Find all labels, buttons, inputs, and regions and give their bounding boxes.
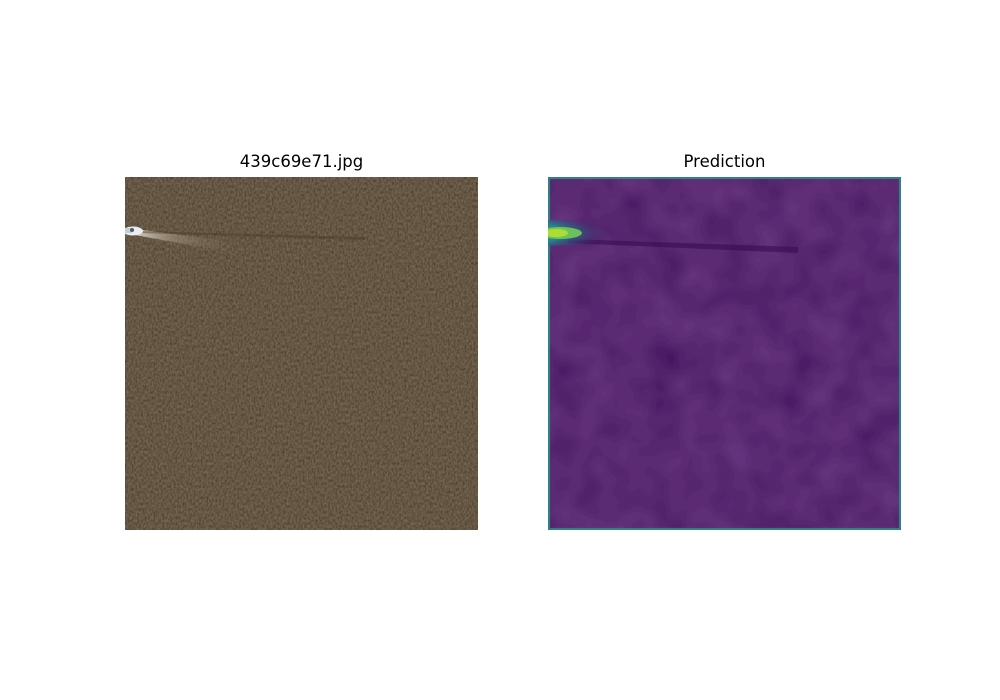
vessel xyxy=(125,226,143,236)
heatmap-edge xyxy=(548,177,901,530)
prediction-title: Prediction xyxy=(683,152,766,171)
water-surface xyxy=(125,177,478,530)
vessel-wake xyxy=(135,229,245,255)
input-image-title: 439c69e71.jpg xyxy=(239,152,364,171)
satellite-image xyxy=(125,177,478,530)
prediction-heatmap xyxy=(548,177,901,530)
detection-hotspot xyxy=(548,220,616,246)
